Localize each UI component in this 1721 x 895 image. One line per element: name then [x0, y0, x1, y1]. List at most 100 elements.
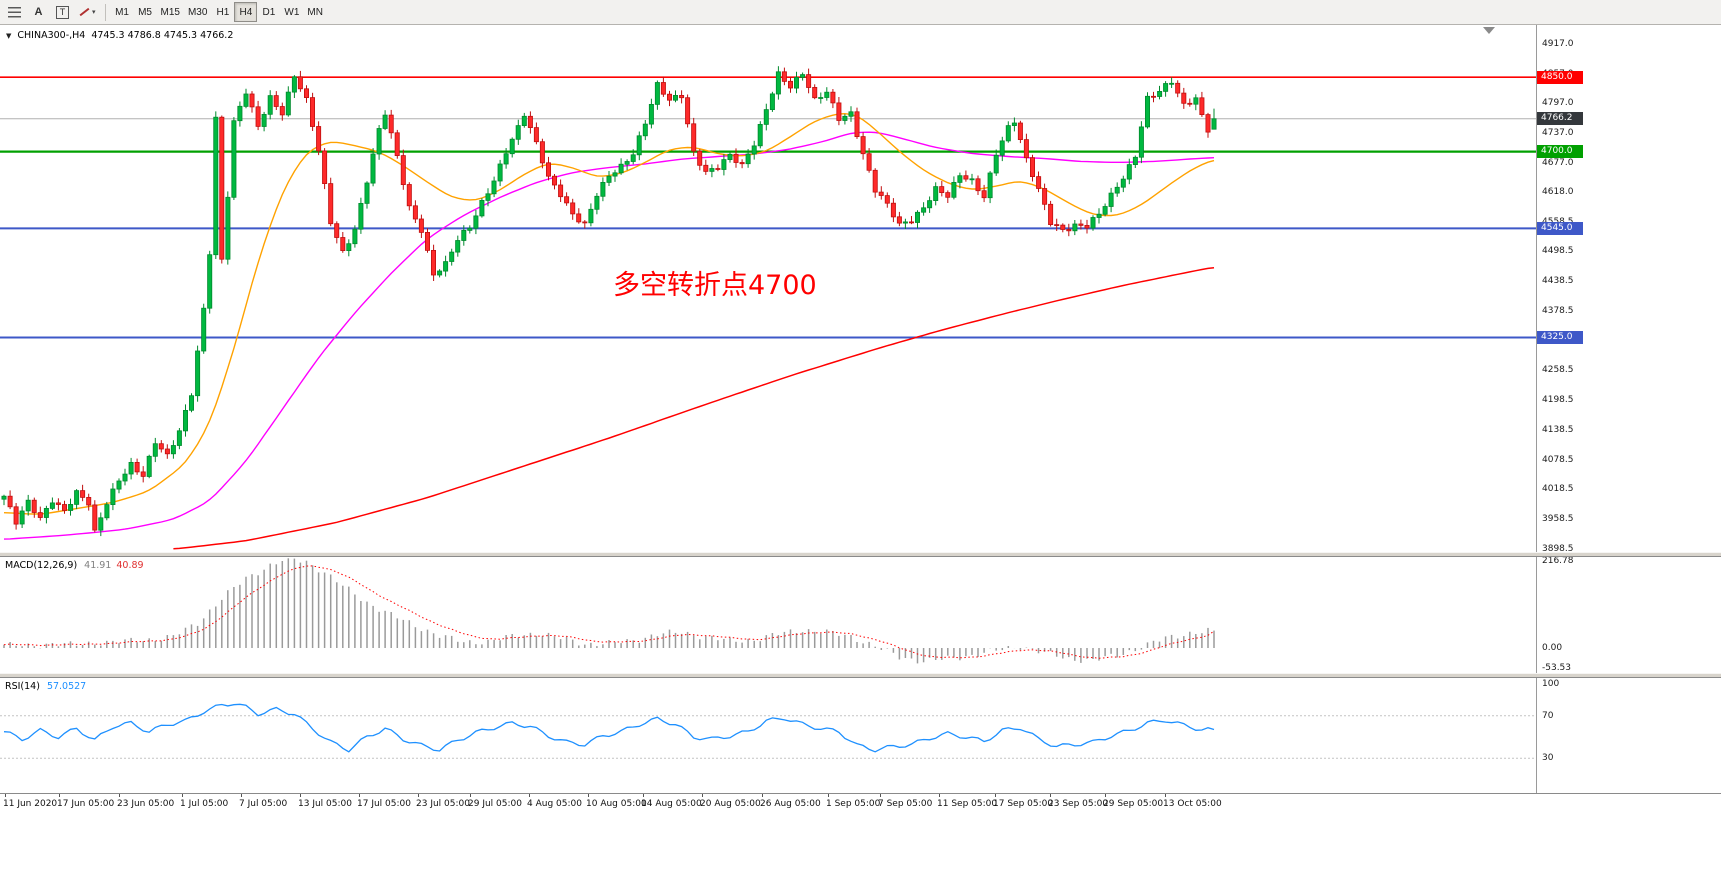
- price-scale-label: 4378.5: [1542, 306, 1574, 316]
- time-axis-label: 17 Sep 05:00: [993, 799, 1054, 809]
- candlestick-chart[interactable]: [0, 25, 1537, 552]
- price-tag[interactable]: 4545.0: [1537, 222, 1583, 235]
- chevron-down-icon: ▾: [92, 9, 96, 16]
- time-tick: [1050, 794, 1051, 797]
- symbol-dropdown-icon[interactable]: ▼: [6, 31, 12, 40]
- timeframe-button-d1[interactable]: D1: [257, 2, 280, 22]
- time-tick: [119, 794, 120, 797]
- rsi-name: RSI(14): [5, 681, 40, 692]
- timeframe-button-h4[interactable]: H4: [234, 2, 258, 22]
- time-tick: [1165, 794, 1166, 797]
- toolbar-separator: [104, 3, 106, 21]
- price-scale-label: 4018.5: [1542, 484, 1574, 494]
- macd-scale-label: -53.53: [1542, 663, 1572, 673]
- price-scale-label: 4258.5: [1542, 365, 1574, 375]
- time-tick: [828, 794, 829, 797]
- price-scale-label: 4198.5: [1542, 395, 1574, 405]
- panel-separator[interactable]: [0, 552, 1721, 557]
- time-tick: [762, 794, 763, 797]
- time-tick: [880, 794, 881, 797]
- price-scale-label: 4498.5: [1542, 246, 1574, 256]
- text-box-button[interactable]: T: [51, 2, 74, 22]
- macd-indicator-label: MACD(12,26,9) 41.91 40.89: [5, 560, 144, 571]
- price-tag[interactable]: 4766.2: [1537, 112, 1583, 125]
- time-axis-label: 11 Sep 05:00: [937, 799, 998, 809]
- macd-chart[interactable]: [0, 557, 1537, 673]
- time-axis-label: 23 Jun 05:00: [117, 799, 175, 809]
- price-scale-label: 4438.5: [1542, 276, 1574, 286]
- price-scale-label: 4917.0: [1542, 39, 1574, 49]
- price-tag[interactable]: 4850.0: [1537, 71, 1583, 84]
- time-tick: [182, 794, 183, 797]
- price-scale-label: 4737.0: [1542, 128, 1574, 138]
- time-tick: [529, 794, 530, 797]
- timeframe-button-m30[interactable]: M30: [184, 2, 211, 22]
- time-axis-label: 14 Aug 05:00: [641, 799, 702, 809]
- panel-separator[interactable]: [0, 673, 1721, 678]
- price-tag[interactable]: 4700.0: [1537, 145, 1583, 158]
- chart-shift-marker[interactable]: [1483, 27, 1495, 34]
- time-tick: [588, 794, 589, 797]
- price-tag[interactable]: 4325.0: [1537, 331, 1583, 344]
- timeframe-button-m15[interactable]: M15: [157, 2, 184, 22]
- time-axis-label: 7 Sep 05:00: [878, 799, 933, 809]
- list-lines-icon: [8, 6, 21, 18]
- macd-signal-line: [3, 565, 1215, 659]
- time-axis-label: 13 Jul 05:00: [298, 799, 352, 809]
- time-tick: [643, 794, 644, 797]
- macd-histogram: [3, 558, 1215, 664]
- drawing-tools-button[interactable]: ▾: [75, 2, 100, 22]
- ohlc-values: 4745.3 4786.8 4745.3 4766.2: [91, 30, 234, 41]
- price-scale-label: 4677.0: [1542, 158, 1574, 168]
- time-axis-label: 23 Sep 05:00: [1048, 799, 1109, 809]
- price-scale-label: 4078.5: [1542, 455, 1574, 465]
- rsi-chart[interactable]: [0, 678, 1537, 792]
- time-axis-label: 26 Aug 05:00: [760, 799, 821, 809]
- timeframe-button-m1[interactable]: M1: [111, 2, 134, 22]
- market-watch-button[interactable]: [3, 2, 26, 22]
- price-scale-label: 3898.5: [1542, 544, 1574, 554]
- timeframe-button-h1[interactable]: H1: [211, 2, 234, 22]
- time-tick: [1105, 794, 1106, 797]
- time-axis-label: 7 Jul 05:00: [239, 799, 288, 809]
- macd-signal-value: 40.89: [116, 560, 144, 571]
- time-axis-label: 11 Jun 2020: [3, 799, 58, 809]
- timeframe-button-m5[interactable]: M5: [134, 2, 157, 22]
- text-a-icon: A: [34, 6, 43, 18]
- text-annotation-button[interactable]: A: [27, 2, 50, 22]
- ma-slow-line: [173, 267, 1215, 550]
- chart-ohlc-readout: ▼ CHINA300-,H4 4745.3 4786.8 4745.3 4766…: [6, 30, 233, 41]
- candles-layer: [1, 66, 1217, 537]
- price-scale-label: 3958.5: [1542, 514, 1574, 524]
- rsi-value: 57.0527: [46, 681, 87, 692]
- price-scale[interactable]: 4917.04857.04797.04737.04677.04618.04558…: [1537, 0, 1721, 812]
- time-axis[interactable]: 11 Jun 2020 17 Jun 05:00 23 Jun 05:00 1 Jul…: [0, 793, 1721, 819]
- time-axis-label: 20 Aug 05:00: [700, 799, 761, 809]
- macd-name: MACD(12,26,9): [5, 560, 78, 571]
- time-axis-label: 23 Jul 05:00: [416, 799, 470, 809]
- rsi-indicator-label: RSI(14) 57.0527: [5, 681, 86, 692]
- time-axis-label: 4 Aug 05:00: [527, 799, 582, 809]
- text-box-icon: T: [56, 5, 69, 19]
- time-axis-label: 17 Jun 05:00: [57, 799, 115, 809]
- time-tick: [470, 794, 471, 797]
- chart-text-annotation[interactable]: 多空转折点4700: [613, 270, 817, 301]
- time-axis-label: 1 Jul 05:00: [180, 799, 229, 809]
- symbol-period-label: CHINA300-,H4: [17, 30, 86, 41]
- time-tick: [359, 794, 360, 797]
- time-tick: [418, 794, 419, 797]
- time-tick: [995, 794, 996, 797]
- time-axis-label: 10 Aug 05:00: [586, 799, 647, 809]
- timeframe-button-mn[interactable]: MN: [303, 2, 327, 22]
- time-tick: [702, 794, 703, 797]
- time-tick: [241, 794, 242, 797]
- price-scale-label: 4138.5: [1542, 425, 1574, 435]
- time-tick: [939, 794, 940, 797]
- time-axis-label: 29 Sep 05:00: [1103, 799, 1164, 809]
- trendline-icon: [79, 7, 90, 17]
- time-tick: [300, 794, 301, 797]
- macd-main-value: 41.91: [84, 560, 112, 571]
- rsi-scale-label: 70: [1542, 711, 1554, 721]
- time-tick: [5, 794, 6, 797]
- timeframe-button-w1[interactable]: W1: [280, 2, 303, 22]
